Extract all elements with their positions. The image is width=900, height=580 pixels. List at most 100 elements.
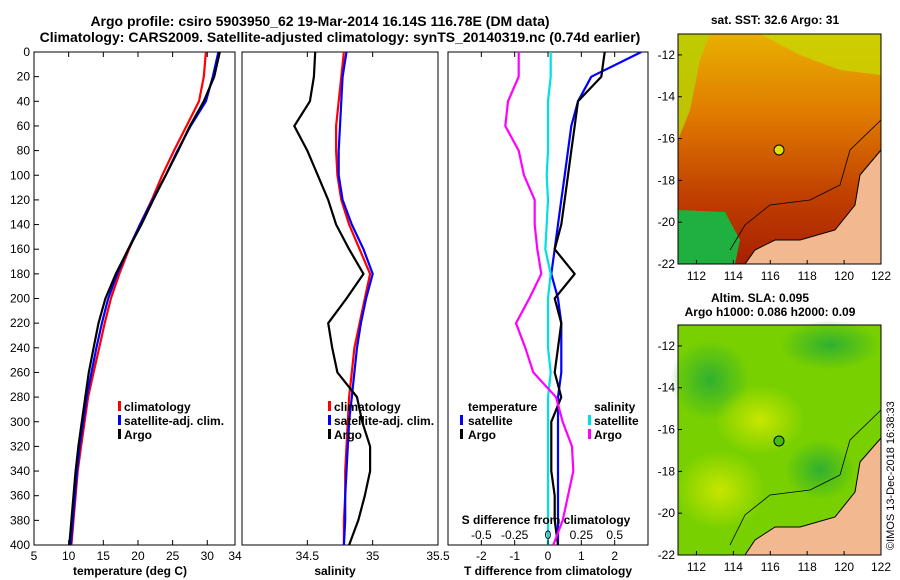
s-diff-tick-label: 0.25 — [570, 528, 594, 542]
depth-tick-label: 160 — [10, 242, 30, 256]
depth-tick-label: 380 — [10, 513, 30, 527]
legend-label-climatology: climatology — [334, 400, 401, 414]
sst-cool-region-west — [678, 34, 710, 140]
x-tick-label: 1 — [578, 549, 585, 563]
sst-argo-marker — [773, 144, 785, 156]
series-t-argo — [550, 52, 606, 545]
legend-label-satellite: satellite-adj. clim. — [124, 414, 224, 428]
legend-label-climatology: climatology — [124, 400, 191, 414]
depth-tick-label: 220 — [10, 316, 30, 330]
depth-tick-label: 20 — [17, 70, 31, 84]
temperature-x-axis: 5 10 15 20 25 30 34 — [31, 52, 242, 563]
sst-map-title: sat. SST: 32.6 Argo: 31 — [711, 13, 840, 27]
legend-swatch-s-satellite — [588, 415, 591, 425]
legend-label-t-satellite: satellite — [468, 414, 513, 428]
temperature-legend: climatology satellite-adj. clim. Argo — [118, 400, 224, 442]
sst-cool-region-north — [760, 34, 881, 75]
map-y-tick-label: -18 — [658, 173, 676, 187]
x-tick-label: 20 — [131, 549, 145, 563]
salinity-plot — [293, 52, 374, 545]
depth-tick-label: 40 — [17, 94, 31, 108]
x-tick-label: -2 — [476, 549, 487, 563]
map-x-tick-label: 114 — [724, 560, 743, 574]
series-s-argo — [504, 52, 575, 545]
map-y-tick-label: -20 — [658, 506, 676, 520]
s-diff-tick-label: 0.5 — [606, 528, 623, 542]
depth-tick-label: 340 — [10, 464, 30, 478]
map-x-tick-label: 118 — [798, 560, 817, 574]
depth-axis: 0 20 40 60 80 100 120 140 160 180 200 220 240 260 280 3… — [10, 45, 39, 552]
map-y-tick-label: -16 — [658, 423, 676, 437]
map-y-tick-label: -18 — [658, 464, 676, 478]
series-argo — [68, 52, 221, 545]
difference-x-axis: -2 -1 0 1 2 -0.5 -0.25 0 0.25 0.5 — [471, 52, 623, 563]
legend-label-s-satellite: satellite — [594, 414, 639, 428]
s-diff-tick-label: -0.25 — [501, 528, 529, 542]
depth-tick-label: 60 — [17, 119, 31, 133]
sla-argo-marker — [773, 435, 785, 447]
s-diff-tick-label: -0.5 — [471, 528, 492, 542]
sla-isobath — [729, 409, 882, 546]
map-x-tick-label: 120 — [834, 269, 854, 283]
sla-map-title-line1: Altim. SLA: 0.095 — [711, 291, 809, 305]
x-tick-label: 35.5 — [426, 549, 450, 563]
x-tick-label: -1 — [509, 549, 520, 563]
sst-coastline — [744, 149, 882, 265]
map-y-tick-label: -20 — [658, 215, 676, 229]
legend-swatch-climatology — [328, 401, 331, 411]
sla-high-blob — [675, 450, 765, 530]
legend-group-salinity: salinity — [594, 400, 636, 414]
sla-coastline — [744, 437, 882, 556]
sst-green-region-sw — [678, 210, 740, 264]
map-y-tick-label: -16 — [658, 132, 676, 146]
map-y-tick-label: -14 — [658, 90, 676, 104]
sla-map-frame — [677, 324, 882, 556]
map-x-tick-label: 112 — [687, 560, 706, 574]
timestamp-label: ©IMOS 13-Dec-2018 16:38:33 — [885, 401, 897, 550]
legend-swatch-argo — [118, 429, 121, 439]
depth-tick-label: 400 — [10, 538, 30, 552]
depth-tick-label: 80 — [17, 144, 31, 158]
depth-tick-label: 180 — [10, 267, 30, 281]
depth-tick-label: 140 — [10, 218, 30, 232]
sst-land — [745, 150, 881, 264]
sla-map-title-line2: Argo h1000: 0.086 h2000: 0.09 — [685, 305, 856, 319]
map-x-tick-label: 122 — [871, 560, 891, 574]
depth-tick-label: 280 — [10, 390, 30, 404]
legend-label-s-argo: Argo — [594, 428, 622, 442]
depth-tick-label: 240 — [10, 341, 30, 355]
sst-map-axes: 112 114 116 118 120 122 -12 -14 -16 -18 -20 -22 — [658, 48, 892, 283]
depth-tick-label: 120 — [10, 193, 30, 207]
salinity-legend: climatology satellite-adj. clim. Argo — [328, 400, 434, 442]
map-x-tick-label: 118 — [798, 269, 817, 283]
legend-group-temperature: temperature — [468, 400, 538, 414]
difference-legend: temperature satellite Argo salinity sate… — [460, 400, 639, 442]
map-x-tick-label: 114 — [724, 269, 743, 283]
map-y-tick-label: -22 — [658, 257, 676, 271]
map-y-tick-label: -22 — [658, 548, 676, 562]
salinity-axis-label: salinity — [314, 564, 356, 578]
legend-swatch-argo — [328, 429, 331, 439]
x-tick-label: 0 — [545, 549, 552, 563]
s-diff-tick-label: 0 — [545, 528, 552, 542]
legend-swatch-climatology — [118, 401, 121, 411]
series-argo — [293, 52, 372, 545]
legend-swatch-satellite — [328, 415, 331, 425]
depth-tick-label: 360 — [10, 489, 30, 503]
sla-low-blob — [785, 440, 855, 500]
legend-swatch-t-satellite — [460, 415, 463, 425]
legend-label-t-argo: Argo — [468, 428, 496, 442]
x-tick-label: 2 — [611, 549, 618, 563]
map-x-tick-label: 116 — [761, 269, 780, 283]
temperature-axis-label: temperature (deg C) — [73, 564, 187, 578]
depth-tick-label: 260 — [10, 365, 30, 379]
depth-tick-label: 200 — [10, 292, 30, 306]
temperature-plot — [68, 52, 221, 545]
sst-map — [677, 33, 882, 265]
temperature-panel-frame — [33, 51, 236, 546]
x-tick-label: 10 — [62, 549, 76, 563]
legend-swatch-satellite — [118, 415, 121, 425]
figure-title-line1: Argo profile: csiro 5903950_62 19-Mar-20… — [90, 13, 549, 29]
difference-plot — [504, 52, 642, 545]
depth-tick-label: 100 — [10, 168, 30, 182]
